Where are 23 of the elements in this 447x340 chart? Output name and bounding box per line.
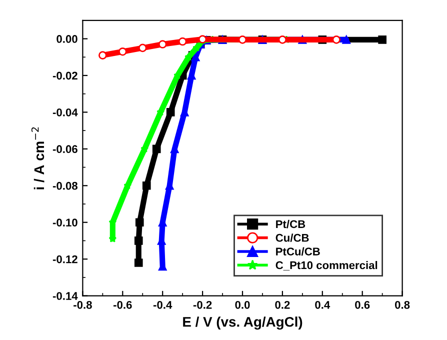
y-tick-label: -0.06: [52, 145, 78, 154]
legend-label: C_Pt10 commercial: [276, 261, 378, 270]
legend-label: PtCu/CB: [276, 247, 320, 256]
x-tick-label: -0.8: [74, 300, 92, 309]
y-tick-label: -0.02: [52, 72, 78, 80]
y-tick-label: -0.04: [52, 108, 78, 116]
x-tick-label: -0.2: [193, 300, 212, 309]
x-tick-label: 0.2: [275, 300, 290, 309]
x-tick-label: 0.6: [355, 300, 370, 309]
x-tick-label: 0.0: [235, 300, 250, 309]
x-tick-label: -0.6: [114, 300, 132, 309]
y-tick-label: -0.12: [52, 255, 78, 264]
y-axis-title: i / A cm$^{−2}$: [31, 127, 44, 190]
y-tick-label: -0.14: [52, 292, 78, 300]
x-tick-label: 0.8: [395, 300, 410, 309]
x-tick-label: 0.4: [315, 300, 330, 309]
y-tick-label: 0.00: [56, 35, 78, 43]
x-axis-title: E / V (vs. Ag/AgCl): [183, 316, 302, 330]
legend-label: Pt/CB: [276, 220, 306, 228]
legend-label: Cu/CB: [276, 234, 309, 242]
y-tick-label: -0.10: [52, 218, 78, 226]
y-tick-label: -0.08: [52, 182, 78, 190]
x-tick-label: -0.4: [153, 300, 172, 309]
